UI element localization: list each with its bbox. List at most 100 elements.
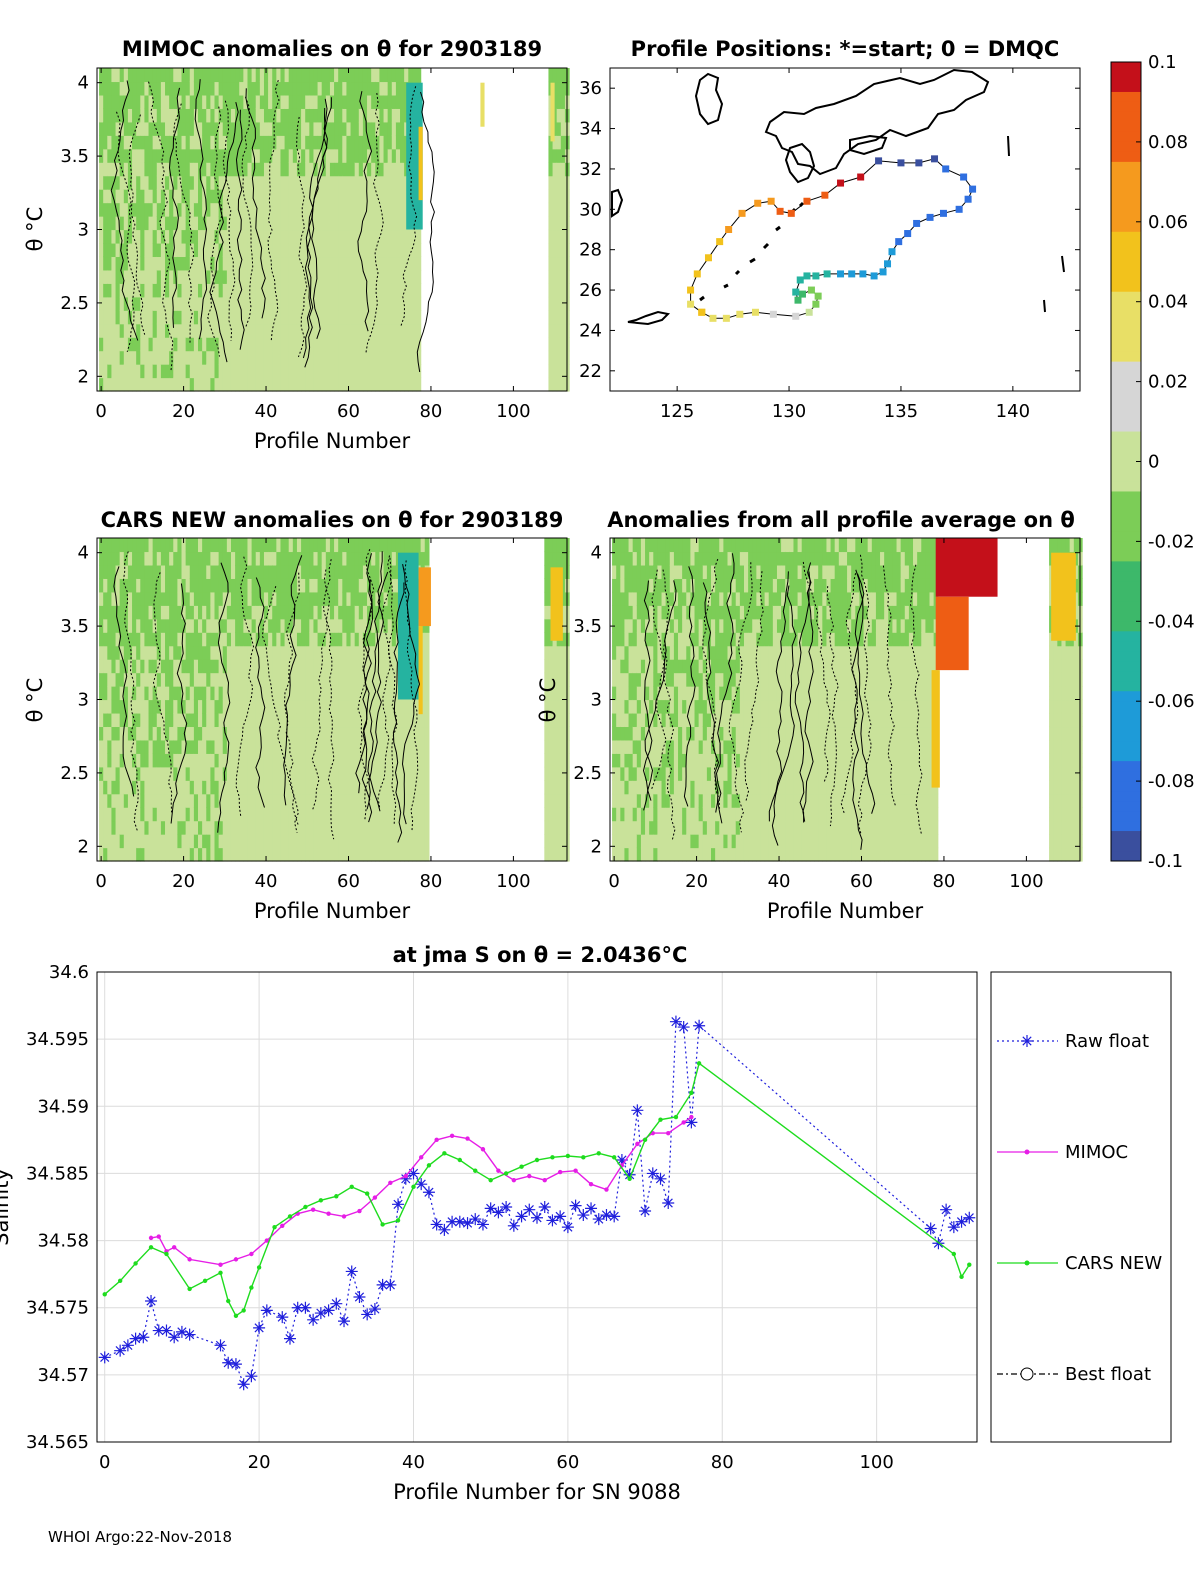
heatmap-cell — [612, 591, 617, 606]
heatmap-cell — [649, 659, 654, 674]
heatmap-cell — [177, 780, 183, 795]
heatmap-cell — [251, 364, 257, 379]
heatmap-cell — [400, 337, 405, 352]
heatmap-cell — [301, 269, 306, 284]
heatmap-cell — [288, 591, 294, 606]
heatmap-cell — [387, 820, 393, 835]
heatmap-cell — [193, 659, 199, 674]
heatmap-cell — [715, 591, 720, 606]
heatmap-cell — [702, 632, 708, 647]
heatmap-cell — [416, 256, 422, 271]
profile-position-marker — [875, 157, 883, 165]
heatmap-cell — [321, 618, 327, 633]
heatmap-cell — [367, 189, 372, 204]
heatmap-cell — [420, 538, 426, 553]
heatmap-cell — [123, 202, 129, 217]
heatmap-cell — [673, 793, 679, 808]
heatmap-cell — [408, 364, 413, 379]
heatmap-cell — [268, 323, 273, 338]
heatmap-cell — [222, 296, 228, 311]
heatmap-cell — [152, 175, 158, 190]
heatmap-cell — [383, 632, 389, 647]
heatmap-cell — [723, 564, 729, 579]
heatmap-cell — [169, 780, 174, 795]
heatmap-cell — [259, 175, 265, 190]
heatmap-cell — [222, 834, 228, 849]
heatmap-cell — [173, 699, 178, 714]
heatmap-cell — [235, 807, 240, 822]
heatmap-cell — [338, 216, 343, 231]
profile-position-marker — [796, 276, 804, 284]
heatmap-cell — [309, 847, 315, 862]
heatmap-cell — [259, 337, 265, 352]
heatmap-cell — [628, 780, 634, 795]
heatmap-cell — [160, 645, 166, 660]
heatmap-cell — [296, 739, 302, 754]
heatmap-cell — [313, 632, 319, 647]
heatmap-cell — [636, 618, 642, 633]
heatmap-cell — [156, 189, 162, 204]
heatmap-cell — [649, 645, 654, 660]
heatmap-cell — [309, 175, 315, 190]
heatmap-cell — [156, 659, 162, 674]
heatmap-cell — [276, 135, 282, 150]
heatmap-cell — [669, 632, 675, 647]
heatmap-cell — [645, 847, 650, 862]
heatmap-cell — [653, 807, 659, 822]
heatmap-cell — [317, 121, 323, 136]
heatmap-cell — [226, 578, 232, 593]
heatmap-cell — [123, 256, 129, 271]
heatmap-cell — [185, 591, 191, 606]
heatmap-cell — [268, 551, 273, 566]
heatmap-cell — [148, 377, 154, 392]
heatmap-cell — [288, 699, 294, 714]
heatmap-cell — [362, 632, 368, 647]
heatmap-cell — [206, 216, 211, 231]
heatmap-cell — [103, 564, 108, 579]
heatmap-cell — [99, 377, 104, 392]
heatmap-cell — [148, 216, 154, 231]
heatmap-cell — [132, 659, 137, 674]
profile-position-marker — [931, 155, 939, 163]
heatmap-cell — [181, 766, 187, 781]
heatmap-cell — [243, 538, 249, 553]
heatmap-cell — [338, 337, 343, 352]
heatmap-cell — [123, 766, 129, 781]
heatmap-cell — [354, 538, 360, 553]
heatmap-cell — [198, 175, 203, 190]
heatmap-cell — [160, 686, 166, 701]
heatmap-cell — [358, 699, 364, 714]
heatmap-cell — [247, 766, 253, 781]
heatmap-cell — [103, 766, 108, 781]
heatmap-cell — [136, 121, 141, 136]
heatmap-cell — [702, 538, 708, 553]
contour-line — [267, 79, 280, 341]
heatmap-cell — [317, 538, 323, 553]
heatmap-cell — [552, 256, 558, 271]
heatmap-cell — [678, 739, 683, 754]
heatmap-cell — [325, 766, 331, 781]
heatmap-cell — [296, 216, 302, 231]
heatmap-cell — [354, 605, 360, 620]
heatmap-cell — [329, 269, 335, 284]
heatmap-cell — [698, 672, 704, 687]
heatmap-cell — [367, 834, 372, 849]
heatmap-cell — [387, 68, 393, 83]
heatmap-cell — [556, 739, 562, 754]
heatmap-cell — [317, 148, 323, 163]
heatmap-cell — [160, 578, 166, 593]
heatmap-cell — [305, 216, 310, 231]
heatmap-cell — [181, 175, 187, 190]
heatmap-cell — [657, 834, 663, 849]
heatmap-cell — [276, 216, 282, 231]
contour-line — [235, 556, 255, 817]
heatmap-cell — [640, 538, 646, 553]
heatmap-cell — [362, 323, 368, 338]
heatmap-cell — [371, 834, 376, 849]
heatmap-cell — [255, 148, 261, 163]
heatmap-cell — [185, 242, 191, 258]
y-tick-label: 2.5 — [60, 763, 89, 784]
heatmap-cell — [173, 175, 178, 190]
heatmap-cell — [160, 242, 166, 258]
heatmap-cell — [243, 202, 249, 217]
